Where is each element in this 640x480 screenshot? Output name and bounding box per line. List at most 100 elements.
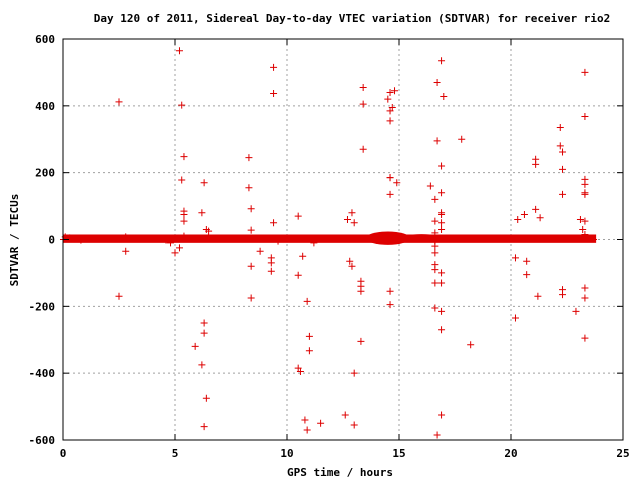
data-point bbox=[581, 180, 589, 188]
data-point bbox=[294, 271, 302, 279]
data-point bbox=[301, 416, 309, 424]
data-point bbox=[511, 254, 519, 262]
x-tick-label: 20 bbox=[504, 447, 517, 460]
y-tick-labels: -600 -400 -200 0 200 400 600 bbox=[29, 33, 56, 447]
data-point bbox=[359, 145, 367, 153]
baseline-marker bbox=[591, 236, 597, 243]
data-point bbox=[386, 301, 394, 309]
data-point bbox=[310, 239, 318, 247]
data-point bbox=[523, 257, 531, 265]
data-point bbox=[581, 68, 589, 76]
data-point bbox=[180, 217, 188, 225]
data-point bbox=[386, 174, 394, 182]
data-point bbox=[180, 232, 188, 240]
data-point bbox=[317, 419, 325, 427]
y-tick-label: 400 bbox=[35, 100, 55, 113]
data-point bbox=[438, 279, 446, 287]
data-point bbox=[122, 233, 130, 241]
data-point bbox=[359, 100, 367, 108]
data-point bbox=[534, 292, 542, 300]
data-point bbox=[532, 205, 540, 213]
x-tick-label: 0 bbox=[60, 447, 67, 460]
data-point bbox=[559, 148, 567, 156]
data-point bbox=[357, 282, 365, 290]
data-point bbox=[438, 307, 446, 315]
data-point bbox=[386, 190, 394, 198]
data-point bbox=[341, 411, 349, 419]
data-point bbox=[357, 337, 365, 345]
data-point bbox=[386, 117, 394, 125]
data-point bbox=[167, 239, 175, 247]
axis-ticks bbox=[62, 38, 624, 441]
data-point bbox=[115, 98, 123, 106]
data-point bbox=[198, 361, 206, 369]
data-point bbox=[245, 154, 253, 162]
data-point bbox=[350, 219, 358, 227]
data-point bbox=[511, 314, 519, 322]
data-point bbox=[348, 262, 356, 270]
data-point bbox=[267, 259, 275, 267]
data-point bbox=[72, 234, 80, 242]
x-axis-label: GPS time / hours bbox=[287, 466, 393, 479]
data-point bbox=[175, 244, 183, 252]
data-point bbox=[305, 332, 313, 340]
data-point bbox=[198, 209, 206, 217]
data-point bbox=[115, 292, 123, 300]
data-point bbox=[520, 210, 528, 218]
data-point bbox=[162, 236, 170, 244]
data-point bbox=[572, 307, 580, 315]
data-point bbox=[274, 237, 282, 245]
data-point bbox=[438, 162, 446, 170]
data-point bbox=[467, 341, 475, 349]
data-point bbox=[438, 326, 446, 334]
x-tick-labels: 0 5 10 15 20 25 bbox=[60, 447, 630, 460]
data-point bbox=[247, 294, 255, 302]
data-point bbox=[180, 210, 188, 218]
data-point bbox=[559, 165, 567, 173]
data-point bbox=[556, 142, 564, 150]
y-axis-label: SDTVAR / TECUs bbox=[8, 194, 21, 287]
data-point bbox=[458, 135, 466, 143]
data-point bbox=[393, 179, 401, 187]
data-point bbox=[386, 287, 394, 295]
data-point bbox=[438, 269, 446, 277]
data-point bbox=[433, 431, 441, 439]
data-point bbox=[579, 225, 587, 233]
data-point bbox=[247, 226, 255, 234]
data-points bbox=[61, 47, 589, 439]
data-point bbox=[431, 249, 439, 257]
y-tick-label: -400 bbox=[29, 367, 56, 380]
data-point bbox=[270, 89, 278, 97]
data-point bbox=[77, 236, 85, 244]
x-tick-label: 5 bbox=[172, 447, 179, 460]
data-point bbox=[294, 212, 302, 220]
data-point bbox=[431, 242, 439, 250]
data-point bbox=[350, 421, 358, 429]
data-point bbox=[431, 304, 439, 312]
data-point bbox=[386, 88, 394, 96]
data-point bbox=[296, 367, 304, 375]
data-point bbox=[350, 369, 358, 377]
data-point bbox=[559, 190, 567, 198]
baseline-band-bulge bbox=[336, 234, 381, 242]
y-tick-label: -600 bbox=[29, 434, 56, 447]
data-point bbox=[247, 262, 255, 270]
data-point bbox=[438, 189, 446, 197]
data-point bbox=[431, 229, 439, 237]
data-point bbox=[438, 219, 446, 227]
data-point bbox=[346, 257, 354, 265]
data-point bbox=[267, 267, 275, 275]
data-point bbox=[514, 215, 522, 223]
data-point bbox=[256, 247, 264, 255]
data-point bbox=[175, 47, 183, 55]
data-point bbox=[426, 182, 434, 190]
chart-title: Day 120 of 2011, Sidereal Day-to-day VTE… bbox=[94, 12, 611, 25]
data-point bbox=[384, 95, 392, 103]
data-point bbox=[431, 217, 439, 225]
data-point bbox=[581, 334, 589, 342]
data-point bbox=[247, 205, 255, 213]
data-point bbox=[438, 210, 446, 218]
data-point bbox=[303, 297, 311, 305]
data-point bbox=[438, 225, 446, 233]
